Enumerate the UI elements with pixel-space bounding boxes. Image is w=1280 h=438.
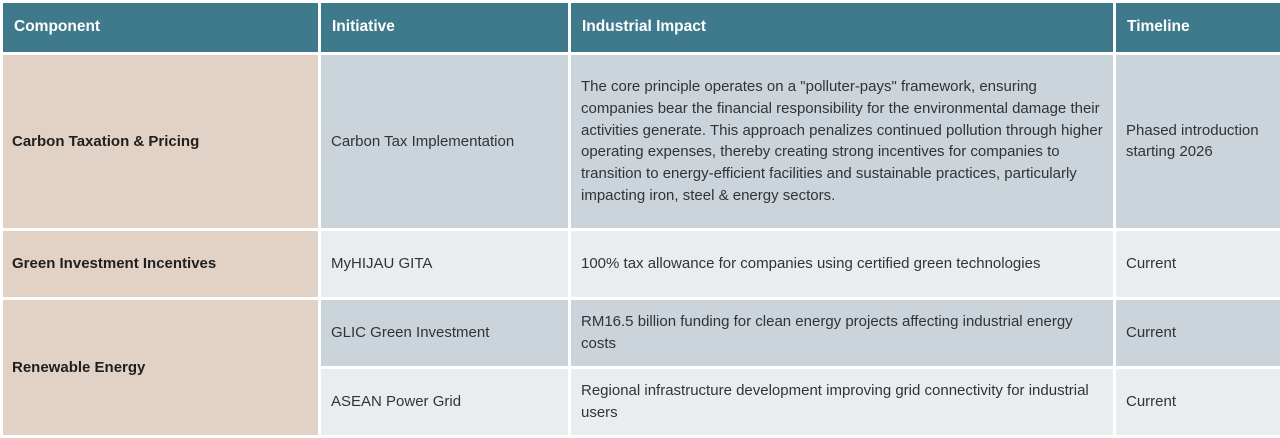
component-cell-green-investment-incentives: Green Investment Incentives — [0, 227, 321, 300]
timeline-cell-myhijau-gita: Current — [1113, 227, 1280, 300]
impact-cell-myhijau-gita: 100% tax allowance for companies using c… — [568, 227, 1116, 300]
table-row-myhijau-gita: Green Investment Incentives MyHIJAU GITA… — [0, 227, 1280, 300]
column-header-timeline: Timeline — [1113, 0, 1280, 55]
column-header-initiative: Initiative — [318, 0, 571, 55]
initiative-cell-glic-green-investment: GLIC Green Investment — [318, 296, 571, 369]
header-row: Component Initiative Industrial Impact T… — [0, 0, 1280, 55]
component-cell-carbon-taxation-pricing: Carbon Taxation & Pricing — [0, 52, 321, 231]
table-row-carbon-tax: Carbon Taxation & Pricing Carbon Tax Imp… — [0, 52, 1280, 231]
impact-cell-carbon-tax: The core principle operates on a "pollut… — [568, 52, 1116, 231]
table-row-glic-green-investment: Renewable Energy GLIC Green Investment R… — [0, 296, 1280, 438]
impact-cell-asean-power-grid: Regional infrastructure development impr… — [568, 365, 1116, 438]
initiative-cell-carbon-tax-implementation: Carbon Tax Implementation — [318, 52, 571, 231]
component-cell-renewable-energy: Renewable Energy — [0, 296, 321, 438]
initiative-cell-asean-power-grid: ASEAN Power Grid — [318, 365, 571, 438]
table-row-asean-power-grid: ASEAN Power Grid Regional infrastructure… — [2, 365, 1280, 438]
column-header-component: Component — [0, 0, 321, 55]
timeline-cell-glic-green-investment: Current — [1113, 296, 1280, 369]
timeline-cell-asean-power-grid: Current — [1113, 365, 1280, 438]
impact-cell-glic-green-investment: RM16.5 billion funding for clean energy … — [568, 296, 1116, 369]
column-header-industrial-impact: Industrial Impact — [568, 0, 1116, 55]
initiative-cell-myhijau-gita: MyHIJAU GITA — [318, 227, 571, 300]
timeline-cell-carbon-tax: Phased introduction starting 2026 — [1113, 52, 1280, 231]
